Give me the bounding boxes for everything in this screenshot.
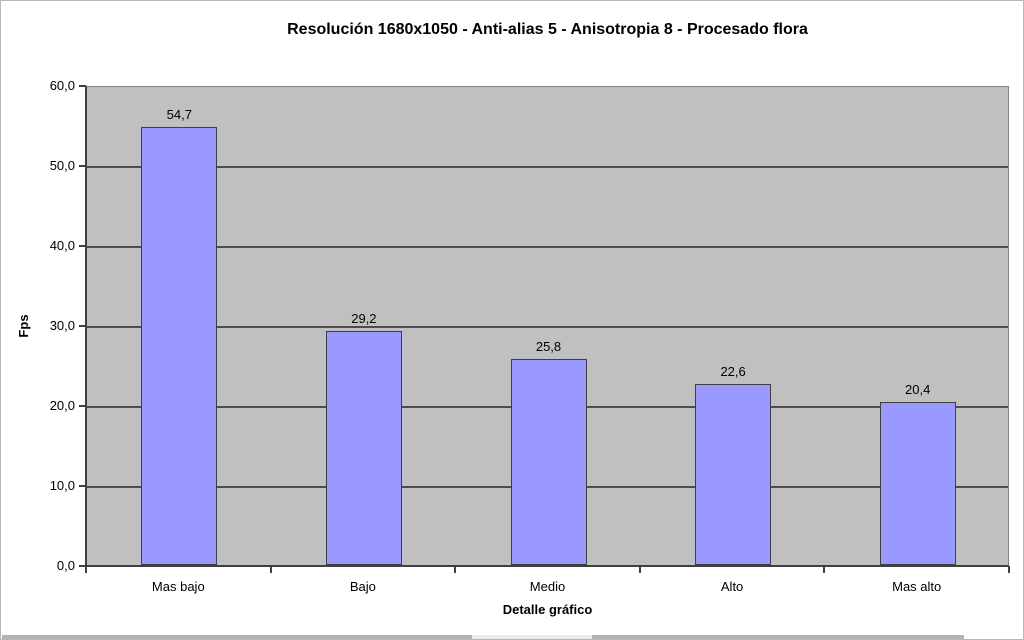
x-tick-mark [1008,566,1010,573]
bar [325,331,402,565]
bar-value-label: 25,8 [535,338,562,354]
x-tick-mark [638,566,641,573]
bar [510,358,587,565]
y-tick-mark [79,565,86,567]
x-tick-label: Mas alto [892,579,942,594]
gridline [87,246,1008,248]
y-tick-label: 0,0 [56,558,75,573]
bar-value-label: 54,7 [166,107,192,123]
y-tick-label: 60,0 [49,78,75,93]
bar-value-label: 22,6 [720,364,746,380]
gridline [87,326,1008,328]
y-tick-mark [79,165,86,167]
x-tick-label: Mas bajo [151,579,205,594]
x-axis-line [85,565,1009,567]
y-tick-mark [79,405,86,407]
plot-area: 54,7 29,2 25,8 22,6 20,4 [86,86,1009,566]
x-tick-mark [269,566,272,573]
x-tick-label: Alto [720,579,744,594]
y-tick-label: 20,0 [49,398,75,413]
x-tick-label: Bajo [349,579,376,594]
x-tick-mark [823,566,826,573]
y-tick-mark [79,85,86,87]
x-tick-mark [85,566,87,573]
bar [695,384,772,565]
x-axis-title: Detalle gráfico [502,602,593,617]
bottom-edge-artifact [472,635,592,639]
y-tick-mark [79,245,86,247]
y-axis-line [85,86,87,567]
y-tick-label: 40,0 [49,238,75,253]
y-tick-label: 10,0 [49,478,75,493]
bottom-edge-artifact [592,635,964,639]
bar-value-label: 29,2 [351,311,377,327]
bar [879,401,956,565]
y-tick-label: 30,0 [49,318,75,333]
y-tick-label: 50,0 [49,158,75,173]
x-tick-label: Medio [529,579,566,594]
y-tick-mark [79,485,86,487]
bottom-edge-artifact [2,635,472,639]
chart-title: Resolución 1680x1050 - Anti-alias 5 - An… [287,21,808,38]
x-tick-mark [454,566,457,573]
gridline [87,166,1008,168]
bar-value-label: 20,4 [905,381,931,397]
y-tick-mark [79,325,86,327]
bar [141,127,218,565]
